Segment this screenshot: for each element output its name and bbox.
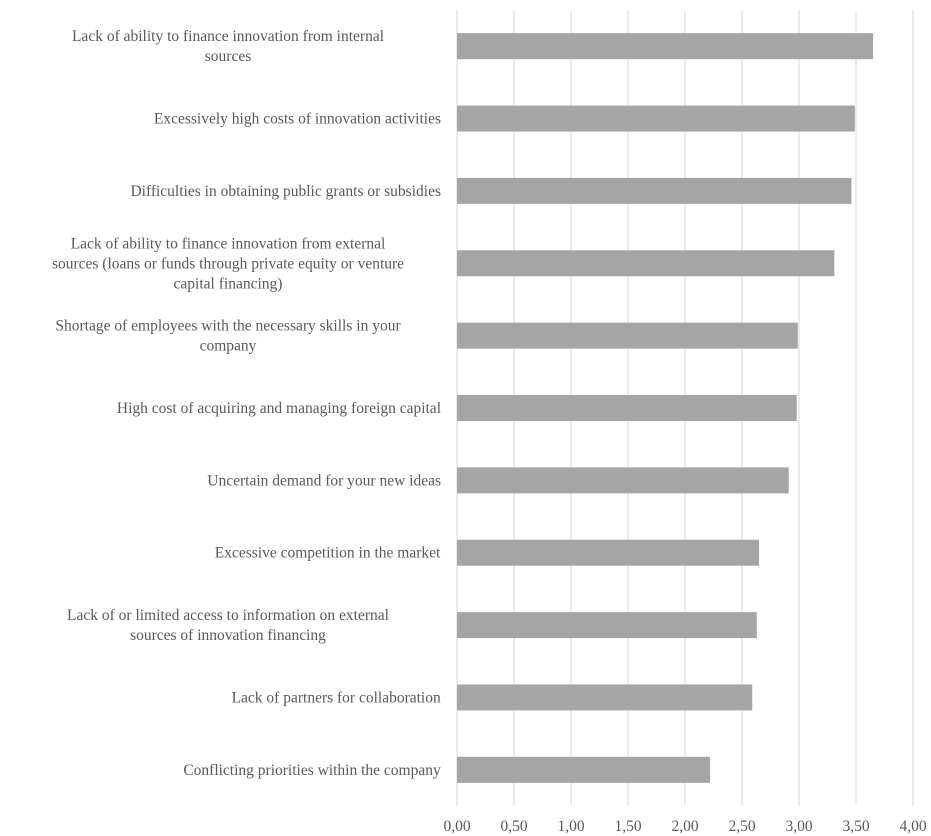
bar	[457, 684, 753, 711]
category-label-line: Lack of partners for collaboration	[232, 689, 441, 706]
bar	[457, 33, 874, 60]
category-label-line: company	[200, 338, 257, 355]
category-label: Excessively high costs of innovation act…	[154, 111, 441, 128]
category-label: Lack of ability to finance innovation fr…	[52, 235, 404, 292]
bar	[457, 612, 757, 639]
category-labels: Lack of ability to finance innovation fr…	[52, 28, 441, 779]
bar	[457, 395, 797, 421]
x-tick-label: 1,00	[557, 818, 584, 835]
category-label: Difficulties in obtaining public grants …	[130, 183, 441, 200]
bar	[457, 539, 760, 566]
category-label-line: Lack of or limited access to information…	[67, 607, 389, 624]
bar	[457, 177, 852, 204]
bar	[457, 250, 835, 277]
category-label-line: sources	[205, 48, 252, 65]
category-label: High cost of acquiring and managing fore…	[117, 400, 441, 417]
category-label-line: High cost of acquiring and managing fore…	[117, 400, 441, 417]
category-label-line: Excessively high costs of innovation act…	[154, 111, 441, 128]
category-label-line: Conflicting priorities within the compan…	[183, 762, 441, 779]
bar	[457, 756, 711, 783]
x-tick-label: 2,00	[671, 818, 698, 835]
category-label-line: capital financing)	[174, 275, 283, 292]
category-label: Excessive competition in the market	[215, 545, 441, 562]
x-tick-label: 0,50	[500, 818, 527, 835]
category-label-line: sources (loans or funds through private …	[52, 255, 404, 272]
bars	[457, 33, 874, 783]
category-label: Lack of or limited access to information…	[67, 607, 389, 644]
bar	[457, 322, 798, 349]
category-label-line: Difficulties in obtaining public grants …	[130, 183, 441, 200]
category-label: Shortage of employees with the necessary…	[55, 318, 401, 355]
category-label: Conflicting priorities within the compan…	[183, 762, 441, 779]
bar	[457, 105, 855, 132]
category-label: Lack of ability to finance innovation fr…	[72, 28, 384, 65]
x-tick-label: 4,00	[899, 818, 926, 835]
category-label-line: Shortage of employees with the necessary…	[55, 318, 401, 335]
category-label-line: Lack of ability to finance innovation fr…	[71, 235, 386, 252]
x-tick-label: 1,50	[614, 818, 641, 835]
category-label-line: Lack of ability to finance innovation fr…	[72, 28, 384, 45]
category-label-line: Uncertain demand for your new ideas	[207, 472, 441, 489]
x-tick-label: 3,50	[842, 818, 869, 835]
x-tick-label: 3,00	[785, 818, 812, 835]
category-label-line: sources of innovation financing	[130, 627, 326, 644]
category-label: Lack of partners for collaboration	[232, 689, 441, 706]
category-label: Uncertain demand for your new ideas	[207, 472, 441, 489]
x-tick-label: 2,50	[728, 818, 755, 835]
category-label-line: Excessive competition in the market	[215, 545, 441, 562]
bar	[457, 467, 789, 494]
x-axis-tick-labels: 0,00 0,50 1,00 1,50 2,00 2,50 3,00 3,50 4,00	[443, 818, 926, 835]
x-tick-label: 0,00	[443, 818, 470, 835]
